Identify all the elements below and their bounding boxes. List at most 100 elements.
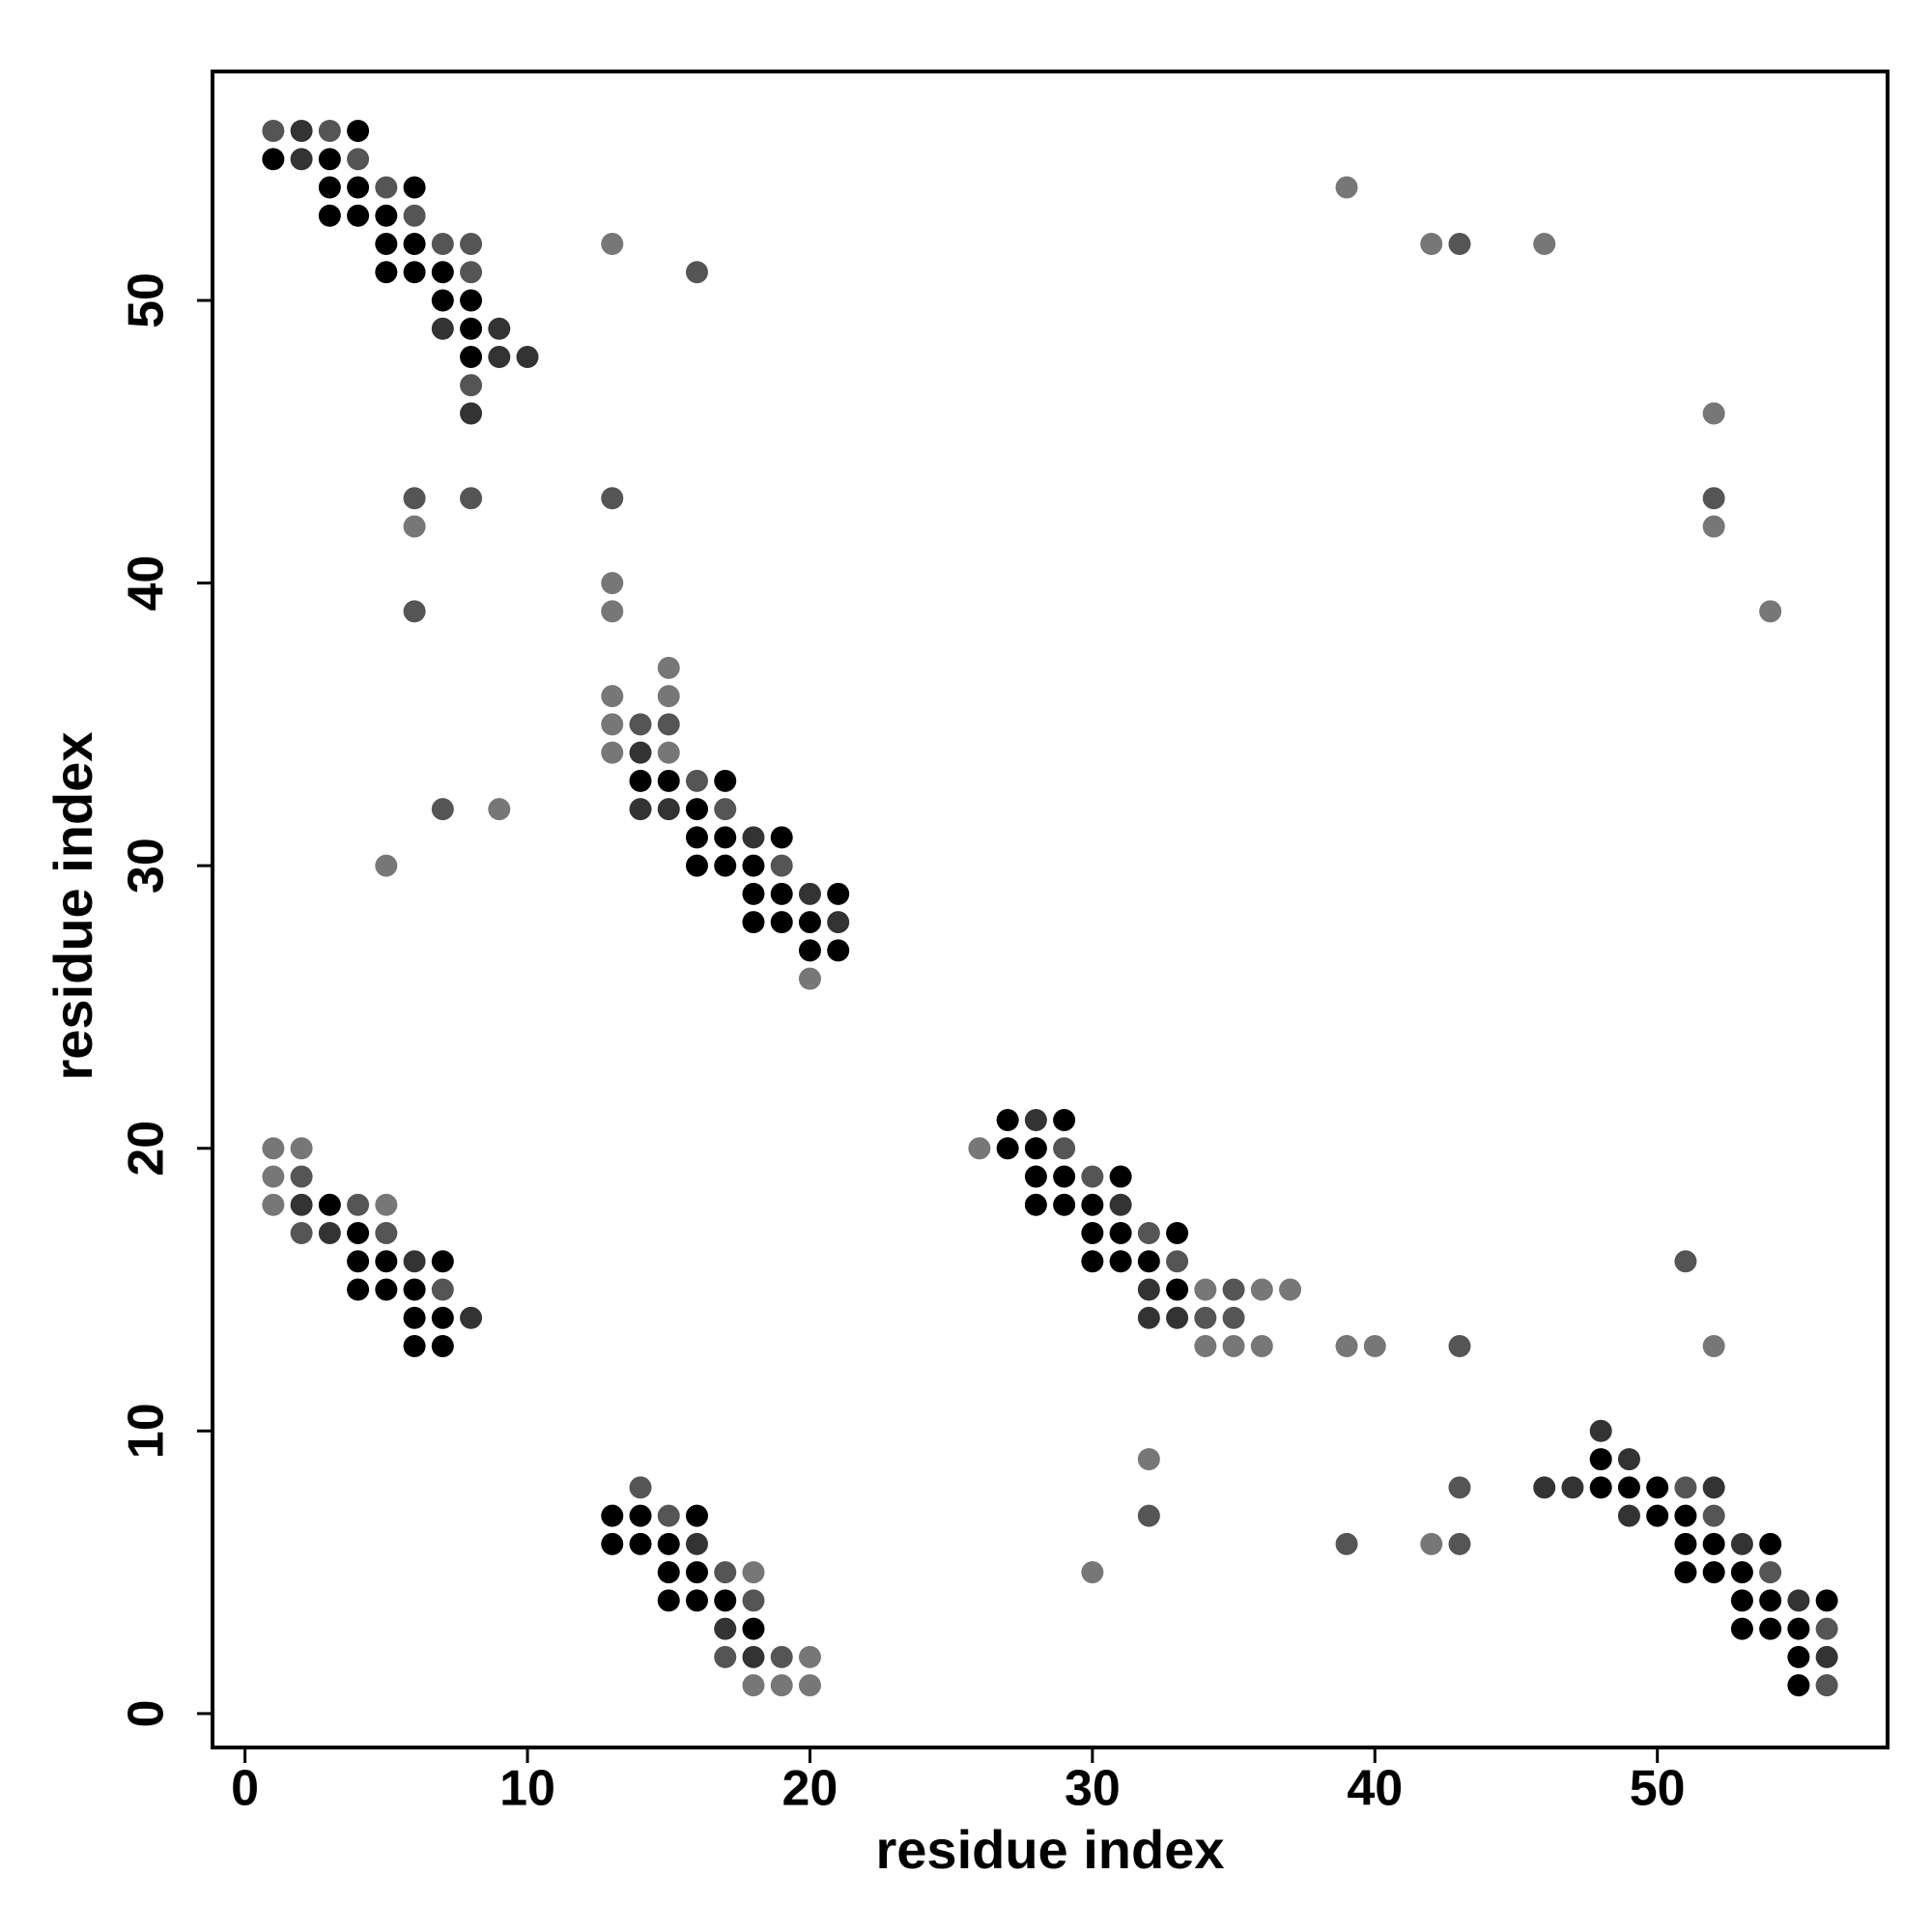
point: [1024, 1193, 1047, 1216]
point: [460, 487, 483, 510]
point: [1137, 1504, 1160, 1527]
point: [403, 261, 426, 284]
point: [629, 1532, 652, 1555]
point: [1448, 1532, 1471, 1555]
point: [262, 1137, 285, 1160]
point: [1617, 1504, 1640, 1527]
point: [770, 882, 793, 905]
point: [770, 826, 793, 849]
point: [1759, 1617, 1782, 1640]
point: [1448, 232, 1471, 255]
point: [262, 119, 285, 142]
point: [1448, 1476, 1471, 1499]
point: [460, 402, 483, 425]
point: [403, 487, 426, 510]
point: [685, 1532, 708, 1555]
point: [1222, 1306, 1245, 1329]
point: [1166, 1306, 1189, 1329]
point: [318, 1193, 341, 1216]
point: [685, 854, 708, 877]
x-tick-label: 30: [1065, 1761, 1121, 1817]
point: [262, 1193, 285, 1216]
point: [375, 176, 398, 199]
point: [347, 1250, 370, 1273]
point: [1137, 1222, 1160, 1245]
point: [1759, 1589, 1782, 1612]
point: [375, 261, 398, 284]
point: [347, 119, 370, 142]
point: [375, 1278, 398, 1301]
point: [1335, 1335, 1358, 1358]
y-axis-label: residue index: [43, 731, 103, 1080]
point: [403, 1306, 426, 1329]
point: [685, 826, 708, 849]
point: [827, 882, 850, 905]
point: [798, 939, 821, 962]
point: [714, 769, 737, 792]
x-tick-label: 40: [1347, 1761, 1403, 1817]
point: [1787, 1617, 1810, 1640]
point: [742, 1645, 765, 1668]
point: [1815, 1645, 1838, 1668]
point: [1730, 1617, 1753, 1640]
point: [460, 261, 483, 284]
x-tick-label: 0: [231, 1761, 259, 1817]
point: [431, 232, 454, 255]
y-tick-label: 30: [119, 838, 175, 894]
point: [657, 1504, 680, 1527]
point: [1815, 1589, 1838, 1612]
point: [1081, 1250, 1104, 1273]
point: [742, 1561, 765, 1584]
point: [1137, 1278, 1160, 1301]
point: [1081, 1561, 1104, 1584]
point: [601, 572, 624, 595]
point: [290, 1137, 313, 1160]
point: [742, 882, 765, 905]
point: [714, 1589, 737, 1612]
point: [798, 882, 821, 905]
point: [742, 854, 765, 877]
point: [431, 1250, 454, 1273]
point: [1279, 1278, 1302, 1301]
point: [375, 854, 398, 877]
point: [1109, 1165, 1132, 1188]
point: [460, 1306, 483, 1329]
point: [1617, 1448, 1640, 1471]
point: [460, 346, 483, 369]
point: [375, 232, 398, 255]
point: [488, 317, 511, 340]
point: [431, 317, 454, 340]
point: [1674, 1504, 1697, 1527]
point: [629, 769, 652, 792]
point: [347, 1278, 370, 1301]
point: [1702, 515, 1725, 538]
point: [996, 1137, 1019, 1160]
point: [347, 148, 370, 171]
point: [1702, 1561, 1725, 1584]
point: [318, 148, 341, 171]
point: [601, 1532, 624, 1555]
point: [290, 148, 313, 171]
point: [685, 1504, 708, 1527]
point: [1053, 1108, 1076, 1131]
point: [657, 1532, 680, 1555]
point: [431, 289, 454, 312]
point: [742, 911, 765, 934]
point: [290, 119, 313, 142]
point: [403, 204, 426, 227]
point: [403, 232, 426, 255]
point: [629, 798, 652, 821]
point: [318, 204, 341, 227]
point: [1759, 1561, 1782, 1584]
point: [1815, 1674, 1838, 1697]
point: [601, 741, 624, 764]
point: [1815, 1617, 1838, 1640]
point: [1166, 1250, 1189, 1273]
point: [714, 1617, 737, 1640]
point: [601, 685, 624, 708]
point: [827, 939, 850, 962]
point: [629, 1504, 652, 1527]
x-tick-label: 20: [782, 1761, 838, 1817]
point: [516, 346, 539, 369]
point: [742, 1674, 765, 1697]
